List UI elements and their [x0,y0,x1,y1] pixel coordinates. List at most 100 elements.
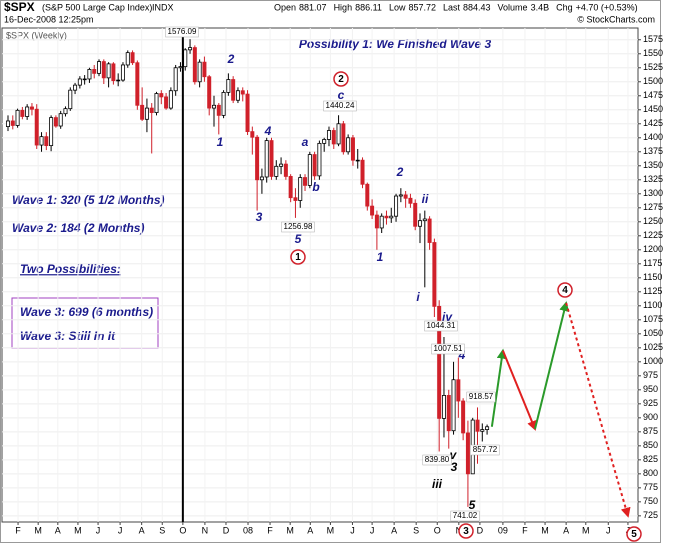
candle-body [250,131,255,138]
x-tick-label: O [179,525,186,535]
price-label-bg [422,454,452,466]
candle-body [15,109,20,126]
quote-label: Chg [556,2,573,12]
candle-body [245,93,250,133]
candle-body [384,215,389,219]
symbol: $SPX [4,0,35,14]
x-tick-label: F [267,525,273,535]
price-label: 1440.24 [326,101,355,110]
candle-body [39,136,44,146]
candle-body [413,202,418,227]
candle-body [116,79,121,82]
candle-body [437,305,442,419]
wave-label: 2 [227,52,235,66]
y-tick-label: 1200 [643,244,663,254]
candle-body [197,61,202,83]
x-tick-label: N [202,525,209,535]
candle-body [485,426,490,430]
candle-body [25,106,30,117]
y-tick-label: 925 [643,398,658,408]
candle-body [322,139,327,144]
y-tick-label: 1525 [643,62,663,72]
price-label: 918.57 [469,392,494,401]
candle-body [374,214,379,229]
wave-label: i [416,290,420,304]
x-tick-label: F [15,525,21,535]
quote-value: 884.43 [463,2,491,12]
x-tick-label: J [370,525,375,535]
quote-label: Open [274,2,296,12]
x-tick-label: S [159,525,165,535]
wave-label: 3 [256,210,263,224]
quote-label: Last [443,2,461,12]
candle-body [10,120,15,126]
wave-label: 3 [451,460,458,474]
price-label-bg [450,510,480,522]
circled-label: 3 [463,526,469,537]
candle-body [336,123,341,145]
price-label: 1256.98 [284,222,313,231]
y-tick-label: 875 [643,426,658,436]
x-tick-label: 08 [243,525,253,535]
circled-label: 1 [295,252,301,263]
price-label-bg [466,391,496,403]
y-tick-label: 1075 [643,314,663,324]
candle-body [29,106,34,110]
candle-body [331,130,336,145]
projection-arrow [534,301,570,430]
candle-body [154,93,159,113]
y-tick-label: 950 [643,384,658,394]
projection-arrow [565,302,631,518]
candle-body [173,67,178,92]
y-tick-label: 1050 [643,328,663,338]
note: Two Possibilities: [20,262,121,276]
candle-body [465,432,470,475]
candle-body [394,195,399,217]
wave-label: ii [422,192,429,206]
candle-body [120,64,125,81]
candle-body [77,78,82,86]
x-tick-label: M [34,525,42,535]
candle-body [97,61,102,74]
candle-body [312,154,317,177]
y-tick-label: 775 [643,482,658,492]
title: Possibility 1: We Finished Wave 3 [299,37,492,51]
candle-body [68,89,73,110]
y-tick-label: 825 [643,454,658,464]
candle-body [446,395,451,432]
candle-body [432,242,437,307]
circled-label-bg [333,71,349,87]
chart-label: $SPX (Weekly) [6,30,67,40]
note: Wave 1: 320 (5 1/2 Months) [12,193,165,207]
candle-body [183,49,188,68]
candle-body [480,429,485,432]
candle-body [303,177,308,186]
price-label: 1007.51 [434,344,463,353]
candle-body [73,84,78,91]
price-label-bg [424,320,458,332]
candle-body [350,137,355,161]
y-tick-label: 1575 [643,34,663,44]
circled-label: 4 [562,285,568,296]
x-tick-label: 09 [498,525,508,535]
candle-body [159,93,164,98]
candle-body [231,79,236,101]
quote-value: 886.11 [355,2,382,12]
candle-body [279,163,284,167]
price-label-bg [431,343,465,355]
wave-label: v [450,448,458,462]
y-tick-label: 1300 [643,188,663,198]
candle-body [164,96,169,109]
y-tick-label: 1475 [643,90,663,100]
circled-label-bg [626,526,642,542]
candle-body [235,90,240,101]
candle-body [461,400,466,434]
wave-label: 5 [295,232,302,246]
candle-body [53,117,58,127]
quote-value: +4.70 (+0.53%) [576,2,638,12]
candle-body [240,90,245,95]
y-tick-label: 1150 [643,272,662,282]
candle-body [130,52,135,64]
projection-arrow [501,350,537,431]
candle-body [101,61,106,79]
